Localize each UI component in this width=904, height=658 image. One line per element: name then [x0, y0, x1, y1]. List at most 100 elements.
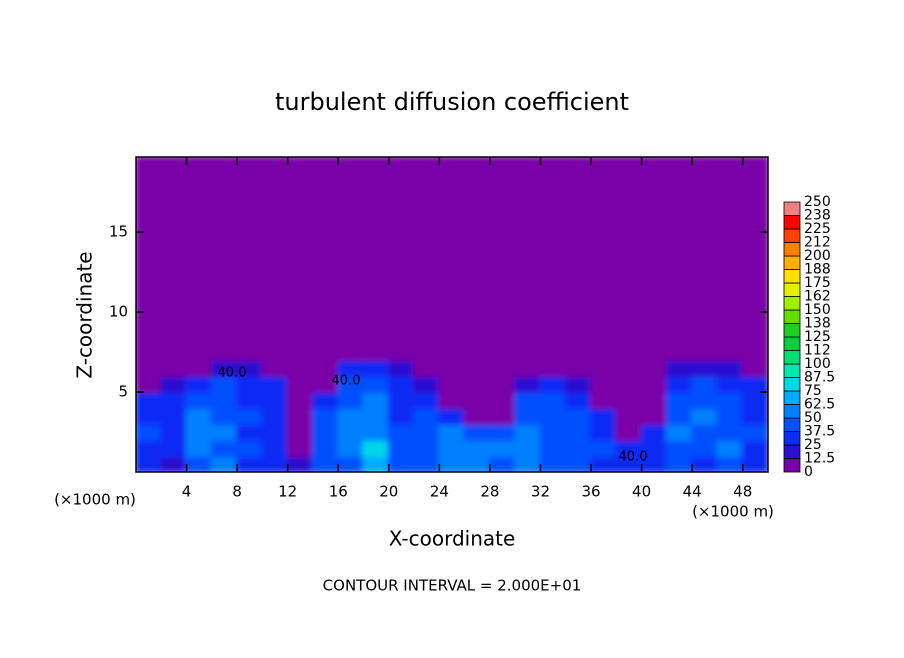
- cell: [438, 423, 466, 442]
- cell: [640, 359, 668, 378]
- colorbar-label: 175: [804, 275, 831, 291]
- cell: [337, 375, 365, 394]
- cell: [160, 439, 188, 458]
- cell: [413, 157, 441, 362]
- cell: [514, 391, 542, 410]
- cell: [640, 407, 668, 426]
- cell: [185, 375, 213, 394]
- cell: [387, 391, 416, 410]
- cell: [438, 455, 466, 472]
- cell: [590, 157, 618, 362]
- cell: [640, 455, 668, 472]
- cell: [539, 455, 567, 472]
- cell: [261, 439, 289, 458]
- colorbar-segment: [783, 282, 801, 297]
- colorbar-label: 50: [804, 410, 822, 426]
- cell: [716, 455, 744, 472]
- cell: [185, 407, 213, 426]
- cell: [691, 157, 719, 362]
- colorbar-label: 62.5: [804, 397, 835, 413]
- cell: [362, 157, 390, 362]
- y-tick-label: 5: [118, 383, 128, 401]
- plot-frame: [135, 156, 769, 473]
- cell: [691, 391, 719, 410]
- cell: [438, 439, 466, 458]
- cell: [590, 407, 618, 426]
- cell: [136, 455, 163, 472]
- cell: [741, 157, 768, 362]
- cell: [261, 157, 289, 362]
- cell: [615, 439, 643, 458]
- y-axis-label: Z-coordinate: [73, 251, 97, 378]
- cell: [362, 359, 390, 378]
- cell: [261, 455, 289, 472]
- cell: [514, 359, 542, 378]
- cell: [261, 359, 289, 378]
- cell: [286, 391, 314, 410]
- cell: [413, 455, 441, 472]
- cell: [539, 423, 567, 442]
- cell: [564, 375, 593, 394]
- cell: [438, 391, 466, 410]
- footer-note: CONTOUR INTERVAL = 2.000E+01: [323, 577, 582, 595]
- colorbar-segment: [783, 228, 801, 243]
- contour-label: 40.0: [332, 374, 361, 389]
- x-tick-label: 4: [182, 483, 192, 501]
- cell: [488, 375, 517, 394]
- cell: [488, 439, 517, 458]
- colorbar-segment: [783, 458, 801, 473]
- cell: [716, 407, 744, 426]
- cell: [160, 359, 188, 378]
- cell: [488, 391, 517, 410]
- cell: [286, 375, 314, 394]
- cell: [615, 157, 643, 362]
- cell: [210, 455, 239, 472]
- cell: [615, 359, 643, 378]
- cell: [564, 359, 593, 378]
- cell: [185, 391, 213, 410]
- cell: [160, 157, 188, 362]
- x-tick-label: 20: [379, 483, 398, 501]
- cell: [210, 423, 239, 442]
- cell: [665, 455, 694, 472]
- cell: [337, 391, 365, 410]
- colorbar-segment: [783, 390, 801, 405]
- cell: [413, 439, 441, 458]
- cell: [362, 439, 390, 458]
- cell: [362, 423, 390, 442]
- cell: [590, 359, 618, 378]
- colorbar-segment: [783, 417, 801, 432]
- cell: [691, 359, 719, 378]
- cell: [185, 423, 213, 442]
- cell: [564, 391, 593, 410]
- cell: [210, 157, 239, 362]
- cell: [136, 391, 163, 410]
- cell: [665, 359, 694, 378]
- cell: [362, 455, 390, 472]
- cell: [665, 439, 694, 458]
- colorbar-label: 100: [804, 356, 831, 372]
- cell: [615, 455, 643, 472]
- cell: [463, 407, 491, 426]
- chart-title: turbulent diffusion coefficient: [275, 88, 629, 116]
- cell: [136, 359, 163, 378]
- cell: [691, 423, 719, 442]
- cell: [185, 157, 213, 362]
- cell: [261, 391, 289, 410]
- field: [136, 157, 768, 472]
- cell: [615, 375, 643, 394]
- cell: [311, 423, 340, 442]
- colorbar-segment: [783, 444, 801, 459]
- colorbar-segment: [783, 269, 801, 284]
- colorbar-label: 138: [804, 316, 831, 332]
- cell: [590, 423, 618, 442]
- cell: [438, 157, 466, 362]
- cell: [261, 407, 289, 426]
- cell: [564, 423, 593, 442]
- field-cells: [136, 157, 768, 472]
- x-tick-label: 32: [531, 483, 550, 501]
- cell: [514, 439, 542, 458]
- cell: [387, 157, 416, 362]
- cell: [210, 407, 239, 426]
- cell: [438, 359, 466, 378]
